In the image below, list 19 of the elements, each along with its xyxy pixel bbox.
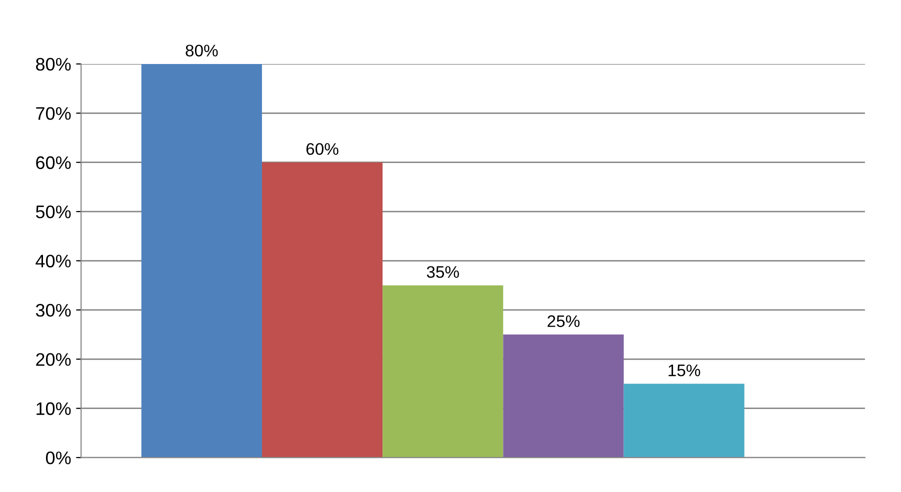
bar [382,285,504,458]
data-label: 60% [306,143,338,155]
data-label: 15% [668,364,700,376]
y-tick-label: 70% [36,107,71,120]
data-label: 80% [186,44,218,56]
bar [624,384,744,458]
bar [503,334,624,458]
y-tick-label: 10% [36,402,71,416]
y-tick-label: 50% [36,205,71,218]
y-tick-label: 0% [46,451,71,464]
y-tick-label: 80% [36,58,71,71]
bar [141,64,262,458]
y-tick-label: 60% [36,156,71,170]
y-tick-label: 40% [36,254,71,268]
data-label: 25% [548,315,580,328]
y-tick-label: 20% [36,353,71,366]
y-tick-label: 30% [36,304,71,317]
data-label: 35% [426,266,459,278]
bar [262,162,383,458]
